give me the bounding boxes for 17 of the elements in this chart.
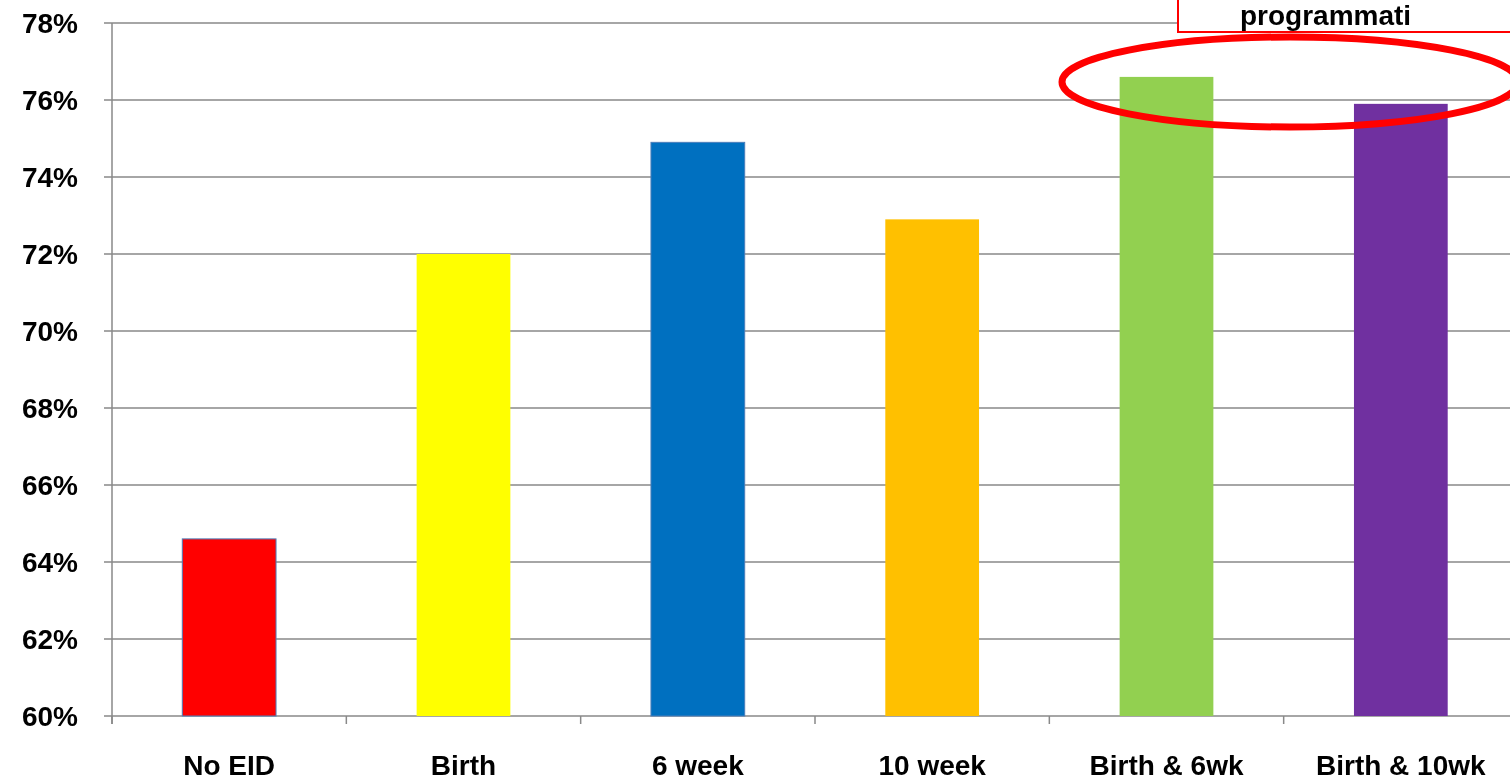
x-tick-label: No EID: [183, 750, 276, 779]
y-tick-label: 62%: [21, 623, 79, 655]
y-tick-label: 68%: [21, 392, 79, 424]
x-tick-label: Birth & 6wk: [1089, 750, 1244, 779]
y-tick-label: 66%: [21, 469, 79, 501]
x-tick-label: Birth & 10wk: [1316, 750, 1487, 779]
x-tick-label: Birth: [430, 750, 497, 779]
annotation: programmati: [1240, 0, 1412, 31]
x-tick-label: 6 week: [651, 750, 745, 779]
y-tick-label: 64%: [21, 546, 79, 578]
y-tick-label: 60%: [21, 700, 79, 732]
y-tick-label: 70%: [21, 315, 79, 347]
y-tick-label: 78%: [21, 7, 79, 39]
y-tick-label: 76%: [21, 84, 79, 116]
y-tick-label: 74%: [21, 161, 79, 193]
y-tick-label: 72%: [21, 238, 79, 270]
x-tick-label: 10 week: [878, 750, 987, 779]
